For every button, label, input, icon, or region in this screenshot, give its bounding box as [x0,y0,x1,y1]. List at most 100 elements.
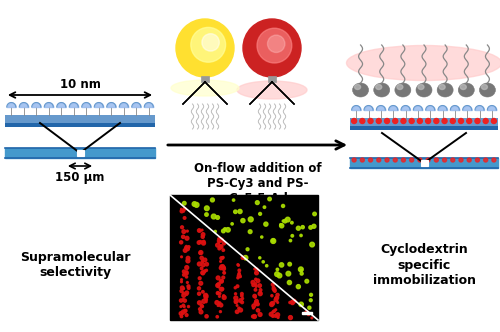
Circle shape [442,158,446,162]
Circle shape [256,201,259,205]
Circle shape [222,242,226,245]
Ellipse shape [376,85,382,90]
Circle shape [256,268,258,271]
Circle shape [274,272,280,277]
Circle shape [222,256,224,258]
Circle shape [179,312,183,315]
Circle shape [198,262,202,266]
Circle shape [258,284,262,288]
Circle shape [218,238,220,240]
Circle shape [310,242,314,247]
Ellipse shape [354,85,360,90]
Circle shape [185,236,189,240]
Circle shape [202,271,203,273]
Circle shape [272,311,274,313]
Circle shape [377,158,381,162]
Circle shape [222,295,225,297]
Circle shape [202,233,205,236]
Circle shape [268,197,272,201]
Circle shape [237,264,239,266]
Circle shape [271,294,273,297]
Circle shape [392,119,398,124]
Circle shape [272,286,274,288]
Circle shape [260,289,262,291]
Circle shape [220,246,222,248]
Circle shape [217,305,219,306]
Circle shape [254,268,256,270]
Circle shape [272,287,276,290]
Circle shape [221,265,224,268]
Bar [170,195,318,320]
Circle shape [290,239,292,242]
Circle shape [200,256,203,260]
Circle shape [183,299,186,302]
Ellipse shape [480,83,496,97]
Circle shape [291,234,294,237]
Circle shape [280,223,282,226]
Circle shape [204,294,208,298]
Circle shape [202,272,204,275]
Circle shape [205,315,208,318]
Ellipse shape [374,83,390,97]
Circle shape [274,296,278,300]
Circle shape [442,119,447,124]
Circle shape [276,296,278,299]
Circle shape [352,158,356,162]
Circle shape [194,203,199,207]
Circle shape [300,269,302,271]
Circle shape [198,292,200,295]
Circle shape [409,119,414,124]
Circle shape [184,309,187,312]
Circle shape [254,301,258,305]
Circle shape [492,158,496,162]
Circle shape [180,306,182,307]
Circle shape [273,289,276,292]
Circle shape [202,299,205,303]
Circle shape [384,119,390,124]
Circle shape [180,286,184,290]
Circle shape [258,312,262,316]
Circle shape [241,256,244,259]
Ellipse shape [395,83,411,97]
Circle shape [254,299,258,303]
Circle shape [276,268,278,271]
Circle shape [186,276,188,278]
Circle shape [219,292,221,294]
Circle shape [220,265,222,267]
Circle shape [220,266,222,270]
Circle shape [220,257,223,260]
Circle shape [286,217,290,222]
Circle shape [272,239,274,242]
Circle shape [182,235,185,238]
Circle shape [240,276,242,278]
Circle shape [252,304,256,308]
Circle shape [201,235,204,238]
Circle shape [254,271,258,275]
Circle shape [180,209,184,213]
Circle shape [475,119,480,124]
Circle shape [186,230,188,232]
Circle shape [197,241,201,244]
Circle shape [220,261,222,262]
Circle shape [201,229,203,231]
Circle shape [204,206,209,210]
Circle shape [220,311,222,313]
Ellipse shape [352,83,368,97]
Circle shape [185,266,188,270]
Circle shape [401,119,406,124]
Circle shape [309,226,312,229]
Circle shape [305,311,308,314]
Circle shape [186,271,188,273]
Ellipse shape [191,28,226,62]
Circle shape [184,247,187,249]
Circle shape [182,313,184,314]
Circle shape [256,279,260,283]
Circle shape [296,226,300,230]
Circle shape [216,243,220,247]
Circle shape [459,158,463,162]
Circle shape [277,273,282,278]
Circle shape [218,247,220,250]
Circle shape [205,213,208,216]
Circle shape [220,238,224,242]
Circle shape [184,217,186,219]
